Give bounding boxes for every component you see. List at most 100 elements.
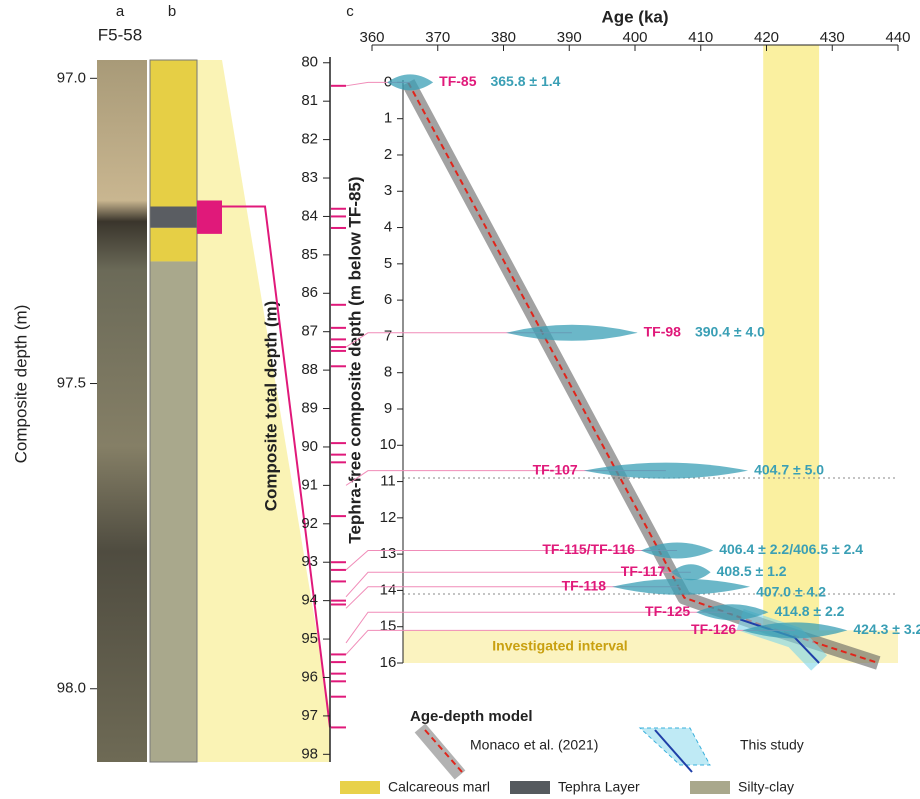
x-tick-label: 410: [688, 29, 713, 46]
y2-tick-label: 96: [301, 668, 318, 685]
x-tick-label: 430: [820, 29, 845, 46]
investigated-label: Investigated interval: [492, 637, 627, 653]
model-line: [407, 81, 879, 664]
panel-label: b: [168, 3, 176, 20]
tephra-age-label: 408.5 ± 1.2: [717, 563, 787, 579]
y2-tick-label: 93: [301, 553, 318, 570]
y2-tick-label: 80: [301, 54, 318, 71]
legend-envelope: [638, 727, 711, 766]
y-tick-label: 14: [380, 581, 397, 598]
y-tick-label: 16: [380, 654, 397, 671]
y2-tick-label: 87: [301, 323, 318, 340]
y-tick-label: 8: [384, 364, 392, 381]
tephra-age-pdf: [583, 462, 749, 479]
legend-line: [654, 729, 693, 773]
tephra-age-label: 365.8 ± 1.4: [490, 73, 560, 89]
y-tick-label: 2: [384, 146, 392, 163]
panel-label: c: [346, 3, 354, 20]
core-correlation-band: [197, 60, 330, 762]
y2-tick-label: 94: [301, 592, 318, 609]
y-tick-label: 13: [380, 545, 397, 562]
y2-tick-label: 81: [301, 92, 318, 109]
lithology-layer: [150, 60, 197, 207]
lithology-layer: [150, 261, 197, 762]
y2-tick-label: 83: [301, 169, 318, 186]
x-tick-label: 420: [754, 29, 779, 46]
tephra-name: TF-117: [621, 563, 666, 579]
tephra-age-pdf: [506, 324, 638, 341]
legend-title: Age-depth model: [410, 708, 533, 725]
y2-tick-label: 84: [301, 207, 318, 224]
legend-label: This study: [740, 737, 804, 753]
y-tick-label: 7: [384, 327, 392, 344]
y2-tick-label: 95: [301, 630, 318, 647]
tephra-connector: [345, 332, 572, 348]
x-tick-label: 370: [425, 29, 450, 46]
y-tick-label: 3: [384, 182, 392, 199]
tephra-age-pdf: [387, 74, 434, 91]
tephra-correlation: [222, 205, 331, 728]
y2-tick-label: 92: [301, 515, 318, 532]
lithology-frame: [149, 59, 198, 763]
legend-label: Monaco et al. (2021): [470, 737, 598, 753]
lithology-layer: [150, 227, 197, 262]
y2-tick-label: 85: [301, 246, 318, 263]
x-tick-label: 380: [491, 29, 516, 46]
tephra-connector: [345, 550, 678, 571]
lithology-layer: [150, 206, 197, 228]
x-tick-label: 440: [885, 29, 910, 46]
tephra-connector: [345, 611, 733, 644]
age-band: [763, 45, 820, 663]
tephra-age-pdf: [696, 604, 769, 621]
x-axis-title: Age (ka): [601, 7, 668, 26]
y-tick-label: 10: [380, 436, 397, 453]
tephra-name: TF-98: [644, 323, 682, 339]
tephra-age-pdf: [640, 542, 714, 559]
core-axis-title: Composite depth (m): [11, 305, 30, 464]
core-tick-label: 97.5: [57, 374, 86, 391]
panel-label: a: [116, 3, 125, 20]
y-tick-label: 5: [384, 255, 392, 272]
legend-swatch: [690, 781, 730, 794]
tephra-age-label: 406.4 ± 2.2/406.5 ± 2.4: [719, 541, 863, 557]
y2-tick-label: 90: [301, 438, 318, 455]
tephra-age-pdf: [671, 564, 711, 581]
legend-label: Calcareous marl: [388, 779, 490, 795]
y-tick-label: 4: [384, 219, 392, 236]
y2-tick-label: 91: [301, 476, 318, 493]
core-name: F5-58: [98, 25, 142, 44]
core-tick-label: 98.0: [57, 680, 86, 697]
legend-label: Tephra Layer: [558, 779, 640, 795]
tephra-connector: [345, 470, 666, 486]
y2-tick-label: 97: [301, 707, 318, 724]
y2-tick-label: 98: [301, 745, 318, 762]
x-tick-label: 400: [622, 29, 647, 46]
y2-axis-title: Composite total depth (m): [261, 301, 280, 512]
tephra-age-label: 404.7 ± 5.0: [754, 461, 824, 477]
tephra-connector: [345, 571, 691, 598]
legend-envelope: [414, 723, 466, 780]
y-tick-label: 6: [384, 291, 392, 308]
legend-swatch: [340, 781, 380, 794]
y-tick-label: 11: [380, 473, 396, 490]
tephra-age-label: 424.3 ± 3.2: [853, 621, 920, 637]
tephra-connector: [345, 629, 795, 655]
legend-label: Silty-clay: [738, 779, 794, 795]
y-tick-label: 1: [384, 110, 392, 127]
tephra-age-label: 414.8 ± 2.2: [774, 603, 844, 619]
core-tick-label: 97.0: [57, 69, 86, 86]
y-axis-title: Tephra-free composite depth (m below TF-…: [345, 176, 364, 543]
x-tick-label: 360: [359, 29, 384, 46]
y2-tick-label: 86: [301, 284, 318, 301]
tephra-age-label: 407.0 ± 4.2: [756, 583, 826, 599]
tephra-connector: [345, 586, 682, 609]
tephra-age-pdf: [742, 622, 848, 639]
tephra-name: TF-125: [645, 603, 690, 619]
tephra-name: TF-118: [562, 577, 607, 593]
tephra-name: TF-126: [691, 621, 736, 637]
y2-tick-label: 82: [301, 131, 318, 148]
tephra-marker: [197, 200, 222, 234]
y-tick-label: 9: [384, 400, 392, 417]
tephra-name: TF-115/TF-116: [542, 541, 635, 557]
